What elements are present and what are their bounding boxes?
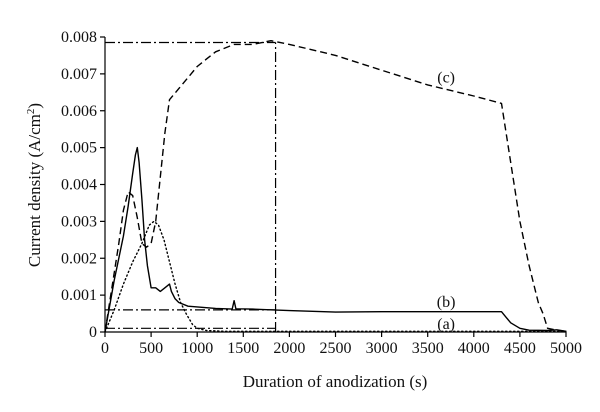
series-labels: (c) (b) (a) [437, 70, 456, 333]
y-tick-label: 0.008 [61, 29, 97, 46]
y-tick-label: 0.006 [61, 103, 97, 120]
series-lines [104, 40, 567, 333]
x-tick-label: 4500 [504, 340, 536, 357]
y-axis-title-main: Current density (A/cm [25, 114, 44, 267]
series-label: (a) [437, 316, 455, 333]
axes [104, 37, 566, 333]
y-axis-title: Current density (A/cm2) [25, 103, 44, 267]
series-line-solid [104, 146, 567, 333]
y-axis-title-close: ) [25, 103, 44, 109]
y-tick-label: 0.004 [61, 177, 97, 194]
x-tick-label: 0 [101, 340, 109, 357]
x-tick-label: 1500 [227, 340, 259, 357]
x-tick-label: 500 [139, 340, 163, 357]
tick-labels: 0 500 1000 1500 2000 2500 3000 3500 4000 4500 5000… [61, 29, 582, 357]
y-tick-label: 0.007 [61, 66, 97, 83]
y-tick-label: 0.003 [61, 213, 97, 230]
y-axis-title-superscript: 2 [25, 109, 37, 115]
x-tick-label: 2500 [320, 340, 352, 357]
x-tick-label: 3000 [366, 340, 398, 357]
y-tick-label: 0 [89, 324, 97, 341]
x-tick-label: 1000 [181, 340, 213, 357]
series-line-dotted [104, 220, 567, 333]
x-tick-label: 3500 [412, 340, 444, 357]
series-line-dashed [104, 40, 567, 333]
series-label: (b) [437, 294, 456, 311]
x-axis-title: Duration of anodization (s) [243, 372, 428, 391]
x-tick-label: 4000 [458, 340, 490, 357]
series-label: (c) [437, 70, 455, 87]
x-tick-label: 5000 [550, 340, 582, 357]
y-tick-label: 0.001 [61, 287, 97, 304]
reference-lines [105, 41, 277, 332]
x-tick-label: 2000 [273, 340, 305, 357]
y-tick-label: 0.002 [61, 250, 97, 267]
tick-marks [100, 36, 567, 337]
y-tick-label: 0.005 [61, 140, 97, 157]
